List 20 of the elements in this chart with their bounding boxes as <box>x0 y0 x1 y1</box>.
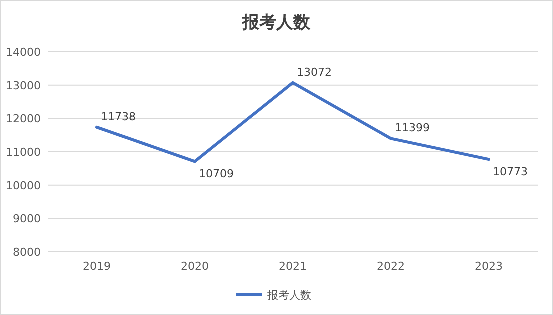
y-tick-label: 8000 <box>13 246 41 259</box>
y-tick-label: 13000 <box>6 79 41 92</box>
y-tick-label: 10000 <box>6 179 41 192</box>
data-label: 10773 <box>493 166 528 179</box>
x-tick-label: 2020 <box>181 260 209 273</box>
data-label: 11738 <box>101 110 136 124</box>
y-tick-label: 9000 <box>13 212 41 226</box>
y-tick-label: 11000 <box>6 146 41 159</box>
x-tick-label: 2022 <box>377 260 405 273</box>
legend-label: 报考人数 <box>266 289 312 302</box>
y-tick-label: 12000 <box>6 112 41 126</box>
x-tick-label: 2023 <box>475 260 503 273</box>
line-series <box>96 81 490 164</box>
data-label: 10709 <box>199 168 234 181</box>
data-label: 13072 <box>297 66 332 79</box>
y-tick-label: 14000 <box>6 46 41 59</box>
x-tick-label: 2021 <box>279 260 307 273</box>
x-tick-label: 2019 <box>83 260 111 273</box>
data-label: 11399 <box>395 122 430 135</box>
chart-title: 报考人数 <box>242 13 312 33</box>
